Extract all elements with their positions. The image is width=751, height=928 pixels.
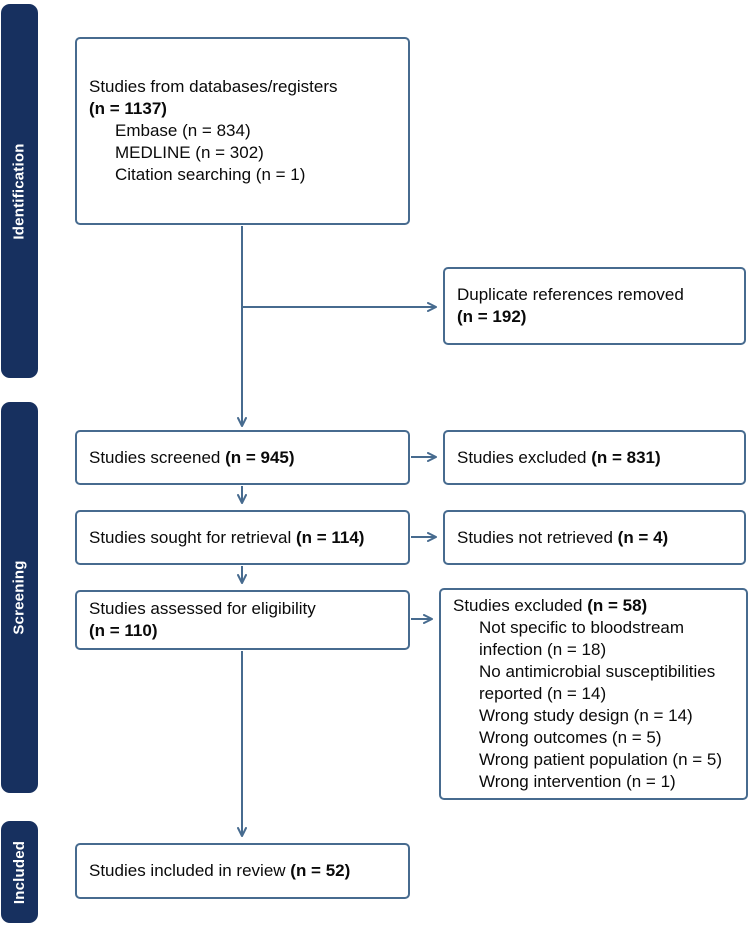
assessed-count: (n = 110) — [89, 621, 158, 640]
phase-label-identification: Identification — [11, 142, 29, 240]
box-studies-excluded-eligibility: Studies excluded (n = 58) Not specific t… — [439, 588, 748, 800]
databases-item-medline: MEDLINE (n = 302) — [115, 143, 264, 162]
excluded-eligibility-count: (n = 58) — [587, 596, 648, 615]
phase-band-included: Included — [1, 821, 38, 923]
box-studies-included: Studies included in review (n = 52) — [75, 843, 410, 899]
included-text: Studies included in review — [89, 861, 291, 880]
box-studies-assessed: Studies assessed for eligibility (n = 11… — [75, 590, 410, 650]
databases-count: (n = 1137) — [89, 99, 167, 118]
not-retrieved-count: (n = 4) — [617, 527, 669, 547]
phase-band-screening: Screening — [1, 402, 38, 793]
box-studies-not-retrieved: Studies not retrieved (n = 4) — [443, 510, 746, 565]
exclusion-reason-line: Wrong patient population (n = 5) — [479, 750, 723, 769]
sought-count: (n = 114) — [295, 527, 365, 547]
assessed-line1: Studies assessed for eligibility — [89, 599, 316, 618]
exclusion-reason-line: Wrong outcomes (n = 5) — [479, 728, 662, 747]
box-studies-screened: Studies screened (n = 945) — [75, 430, 410, 485]
screened-count: (n = 945) — [225, 447, 295, 467]
box-studies-excluded-screening: Studies excluded (n = 831) — [443, 430, 746, 485]
exclusion-reason-line: Wrong study design (n = 14) — [479, 706, 693, 725]
box-duplicates-removed: Duplicate references removed (n = 192) — [443, 267, 746, 345]
screened-text: Studies screened — [89, 447, 226, 467]
databases-item-citation: Citation searching (n = 1) — [115, 165, 306, 184]
box-studies-sought: Studies sought for retrieval (n = 114) — [75, 510, 410, 565]
phase-band-identification: Identification — [1, 4, 38, 378]
phase-label-included: Included — [11, 840, 28, 904]
included-count: (n = 52) — [290, 861, 351, 880]
duplicates-count: (n = 192) — [457, 307, 527, 326]
duplicates-line1: Duplicate references removed — [457, 285, 684, 304]
databases-item-embase: Embase (n = 834) — [115, 121, 251, 140]
box-studies-from-databases: Studies from databases/registers (n = 11… — [75, 37, 410, 225]
not-retrieved-text: Studies not retrieved — [457, 527, 618, 547]
exclusion-reason-line: Not specific to bloodstream — [479, 618, 685, 637]
exclusion-reason-line: Wrong intervention (n = 1) — [479, 772, 676, 791]
exclusion-reason-line: reported (n = 14) — [479, 684, 607, 703]
excluded-eligibility-text: Studies excluded — [453, 596, 588, 615]
phase-label-screening: Screening — [11, 560, 29, 635]
excluded-screening-text: Studies excluded — [457, 447, 592, 467]
sought-text: Studies sought for retrieval — [89, 527, 296, 547]
excluded-screening-count: (n = 831) — [591, 447, 661, 467]
exclusion-reason-line: No antimicrobial susceptibilities — [479, 662, 716, 681]
databases-line1: Studies from databases/registers — [89, 77, 338, 96]
exclusion-reason-line: infection (n = 18) — [479, 640, 607, 659]
